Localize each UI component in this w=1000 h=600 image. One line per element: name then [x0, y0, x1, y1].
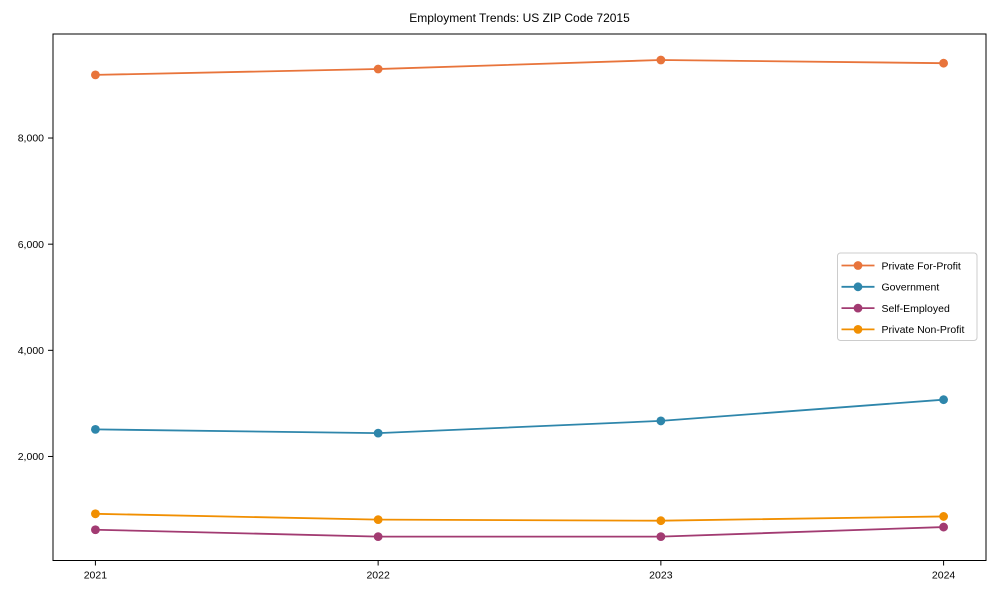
data-point-government: [373, 428, 383, 438]
x-axis-tick-label: 2021: [84, 570, 108, 582]
data-point-government: [939, 395, 948, 405]
data-point-private-non-profit: [373, 515, 383, 525]
x-axis-tick-label: 2024: [932, 570, 956, 582]
legend-marker-self-employed: [853, 303, 863, 313]
x-axis-tick-label: 2023: [649, 570, 673, 582]
y-axis-tick-label: 8,000: [18, 133, 44, 145]
data-point-private-for-profit: [91, 70, 100, 80]
series-line-self-employed: [94, 526, 945, 538]
data-point-self-employed: [939, 522, 948, 532]
legend-marker-government: [853, 282, 863, 292]
series-line-private-for-profit: [94, 59, 945, 76]
data-point-private-for-profit: [939, 58, 948, 68]
plot-border: [52, 33, 987, 561]
data-point-government: [656, 416, 666, 426]
legend-marker-private-for-profit: [853, 261, 863, 270]
y-axis-tick-label: 4,000: [18, 345, 44, 357]
legend-label-private-for-profit: Private For-Profit: [882, 260, 961, 272]
legend-label-self-employed: Self-Employed: [882, 303, 950, 315]
data-point-private-non-profit: [91, 509, 100, 519]
legend-label-government: Government: [882, 282, 940, 294]
data-point-self-employed: [91, 525, 100, 535]
data-point-self-employed: [373, 532, 383, 542]
data-point-self-employed: [656, 532, 666, 542]
x-axis-tick-label: 2022: [366, 570, 390, 582]
legend-box: [837, 252, 978, 341]
data-point-private-for-profit: [656, 55, 666, 65]
data-point-government: [91, 425, 100, 434]
y-axis-tick-label: 2,000: [18, 451, 44, 463]
chart-title: Employment Trends: US ZIP Code 72015: [409, 11, 630, 25]
y-axis-tick-label: 6,000: [18, 239, 44, 251]
series-line-government: [94, 398, 945, 435]
data-point-private-non-profit: [939, 512, 948, 521]
data-point-private-for-profit: [373, 64, 383, 74]
legend-label-private-non-profit: Private Non-Profit: [882, 324, 965, 336]
legend-marker-private-non-profit: [853, 325, 863, 334]
data-point-private-non-profit: [656, 516, 666, 526]
series-line-private-non-profit: [94, 512, 945, 522]
